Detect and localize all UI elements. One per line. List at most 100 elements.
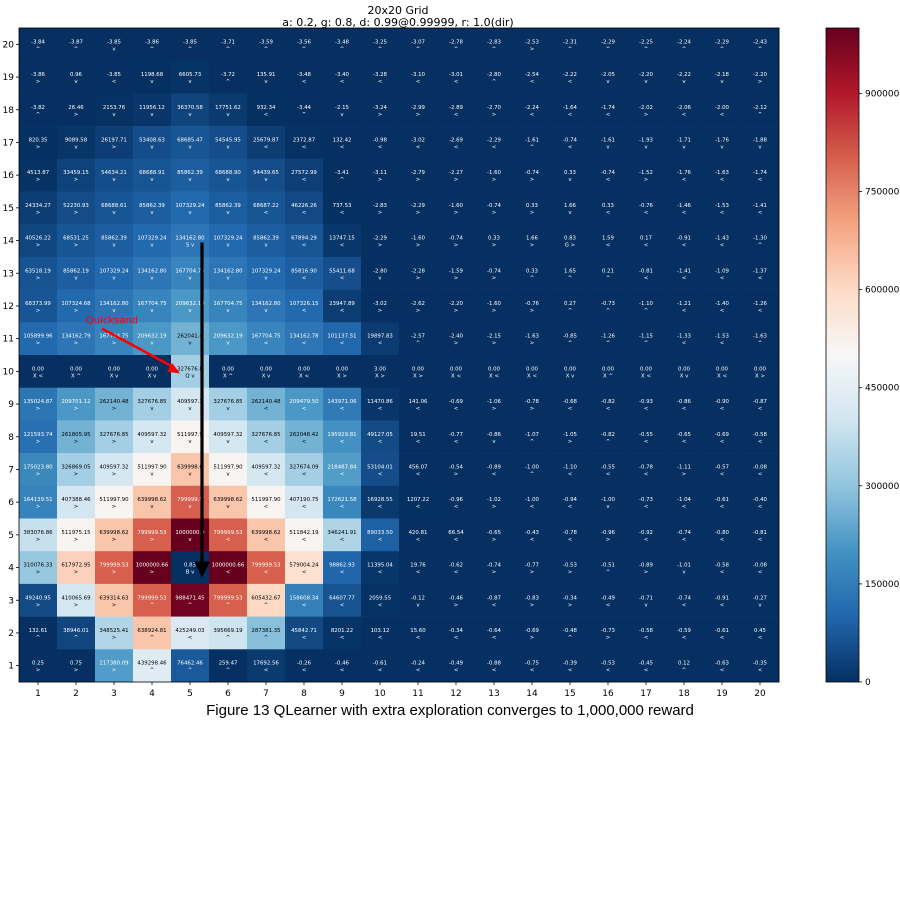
cell-value-label: 407190.75 <box>289 497 318 503</box>
cell-action-label: < <box>720 439 725 445</box>
heatmap-cell <box>513 224 552 258</box>
heatmap-cell <box>399 583 438 617</box>
cell-action-label: < <box>720 406 725 412</box>
cell-value-label: 167704.75 <box>213 301 242 307</box>
heatmap-cell <box>551 158 590 192</box>
cell-value-label: 0.21 <box>602 268 614 274</box>
cell-value-label: -1.61 <box>525 137 539 143</box>
cell-value-label: -2.05 <box>601 72 615 78</box>
cell-value-label: -0.58 <box>753 432 768 438</box>
cell-action-label: < <box>454 537 459 543</box>
cell-value-label: 27572.99 <box>291 170 317 176</box>
heatmap-cell <box>665 126 704 160</box>
x-tick-label: 8 <box>301 689 307 699</box>
cell-action-label: > <box>112 668 117 674</box>
cell-value-label: 53408.63 <box>139 137 165 143</box>
cell-action-label: > <box>74 177 79 183</box>
heatmap-cell <box>399 28 438 61</box>
cell-value-label: -1.26 <box>753 301 768 307</box>
chart-subtitle: a: 0.2, g: 0.8, d: 0.99@0.99999, r: 1.0(… <box>282 16 513 29</box>
cell-value-label: 26.46 <box>68 105 84 111</box>
cell-value-label: -1.41 <box>753 203 767 209</box>
heatmap-cell <box>513 616 552 650</box>
y-tick-label: 7 <box>8 465 14 475</box>
cell-value-label: 107329.24 <box>137 236 167 242</box>
cell-value-label: 262041.4 <box>177 334 203 340</box>
colorbar: 0 150000 300000 450000 600000 750000 900000 <box>825 27 900 688</box>
heatmap-cell <box>133 60 172 94</box>
cell-value-label: -2.69 <box>449 137 464 143</box>
heatmap-cell <box>589 224 628 258</box>
cell-action-label: v <box>112 308 116 314</box>
cell-value-label: -2.22 <box>677 72 691 78</box>
y-tick-label: 9 <box>8 400 14 410</box>
cell-value-label: -2.31 <box>563 39 577 45</box>
cell-action-label: > <box>416 177 421 183</box>
cell-value-label: -0.61 <box>715 497 729 503</box>
cell-action-label: v <box>720 144 724 150</box>
heatmap-cell <box>589 289 628 323</box>
cell-action-label: v <box>150 406 154 412</box>
cell-value-label: -0.80 <box>715 530 730 536</box>
cell-value-label: 11470.86 <box>367 399 393 405</box>
heatmap-cell <box>589 551 628 585</box>
heatmap-cell <box>513 518 552 552</box>
heatmap-cell <box>247 616 286 650</box>
cell-action-label: ^ <box>150 602 155 608</box>
cell-action-label: > <box>74 210 79 216</box>
heatmap-cell <box>437 93 476 127</box>
cell-value-label: 1.66 <box>526 236 539 242</box>
cell-value-label: 85862.19 <box>63 268 89 274</box>
x-tick-label: 4 <box>149 689 155 699</box>
quicksand-annotation: Quicksand <box>86 316 138 327</box>
heatmap-cell <box>171 93 210 127</box>
cell-action-label: v <box>758 602 762 608</box>
cell-value-label: 409597.32 <box>251 464 280 470</box>
cell-value-label: 639998.62 <box>213 497 242 503</box>
heatmap-cell <box>703 256 742 290</box>
cell-value-label: -2.20 <box>449 301 464 307</box>
cell-value-label: -2.06 <box>677 105 692 111</box>
cell-action-label: Q v <box>185 373 195 379</box>
cell-value-label: 107326.15 <box>289 301 318 307</box>
cell-action-label: > <box>36 471 41 477</box>
cell-value-label: -0.86 <box>677 399 692 405</box>
cell-value-label: -0.24 <box>411 661 426 667</box>
heatmap-cell <box>475 616 514 650</box>
heatmap-cell <box>551 583 590 617</box>
cell-action-label: < <box>568 144 573 150</box>
heatmap-cell <box>703 289 742 323</box>
cell-action-label: ^ <box>416 341 421 347</box>
cell-value-label: 218487.84 <box>327 464 357 470</box>
cell-action-label: > <box>492 570 497 576</box>
cell-value-label: 409597.32 <box>99 464 128 470</box>
cell-action-label: < <box>644 439 649 445</box>
heatmap-cell <box>627 224 666 258</box>
cell-value-label: 605432.67 <box>251 595 280 601</box>
cell-value-label: 820.35 <box>29 137 48 143</box>
heatmap-cell <box>437 518 476 552</box>
heatmap-cell <box>57 355 96 388</box>
cell-value-label: -3.02 <box>411 137 425 143</box>
cell-action-label: < <box>416 406 421 412</box>
cell-value-label: -0.08 <box>753 464 768 470</box>
cell-action-label: v <box>150 112 154 118</box>
cell-action-label: < <box>606 177 611 183</box>
heatmap-cell <box>19 583 58 617</box>
heatmap-cell <box>361 60 400 94</box>
heatmap-cell <box>551 420 590 454</box>
cell-action-label: < <box>340 243 345 249</box>
cell-value-label: 85862.39 <box>139 203 165 209</box>
heatmap-cell <box>475 158 514 192</box>
cell-value-label: 217380.09 <box>99 661 129 667</box>
x-tick-label: 7 <box>263 689 269 699</box>
cell-value-label: 287381.35 <box>251 628 280 634</box>
heatmap-cell <box>361 518 400 552</box>
cell-action-label: ^ <box>606 46 611 52</box>
x-tick-label: 14 <box>526 689 538 699</box>
heatmap-cell <box>57 60 96 94</box>
heatmap-cell <box>437 224 476 258</box>
cell-action-label: v <box>188 177 192 183</box>
cell-action-label: ^ <box>568 275 573 281</box>
cell-action-label: < <box>530 537 535 543</box>
